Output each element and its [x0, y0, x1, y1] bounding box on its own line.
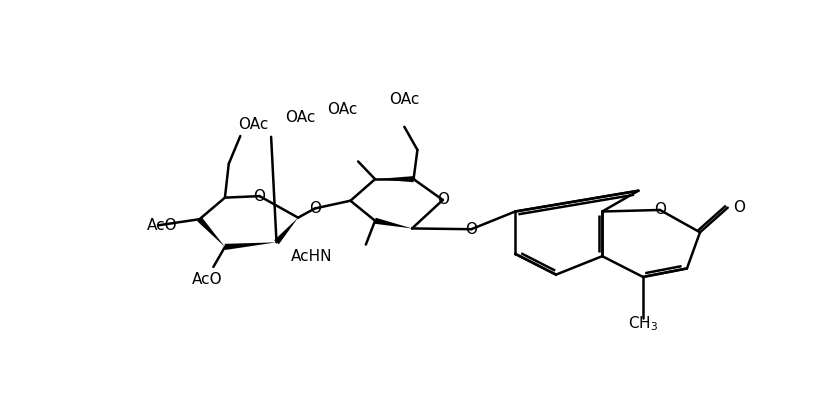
Text: OAc: OAc: [238, 117, 268, 132]
Polygon shape: [197, 217, 225, 247]
Text: OAc: OAc: [389, 93, 419, 107]
Text: AcHN: AcHN: [290, 249, 332, 264]
Polygon shape: [224, 242, 276, 250]
Polygon shape: [375, 176, 413, 182]
Text: O: O: [733, 200, 744, 215]
Text: O: O: [653, 203, 665, 217]
Text: OAc: OAc: [327, 103, 357, 117]
Text: AcO: AcO: [192, 272, 222, 287]
Polygon shape: [374, 218, 412, 228]
Text: AcO: AcO: [147, 218, 178, 233]
Text: O: O: [253, 188, 265, 204]
Text: O: O: [308, 201, 321, 216]
Text: O: O: [465, 222, 476, 237]
Polygon shape: [274, 217, 298, 244]
Text: OAc: OAc: [284, 110, 315, 125]
Text: O: O: [437, 193, 448, 208]
Text: CH$_3$: CH$_3$: [627, 314, 657, 332]
